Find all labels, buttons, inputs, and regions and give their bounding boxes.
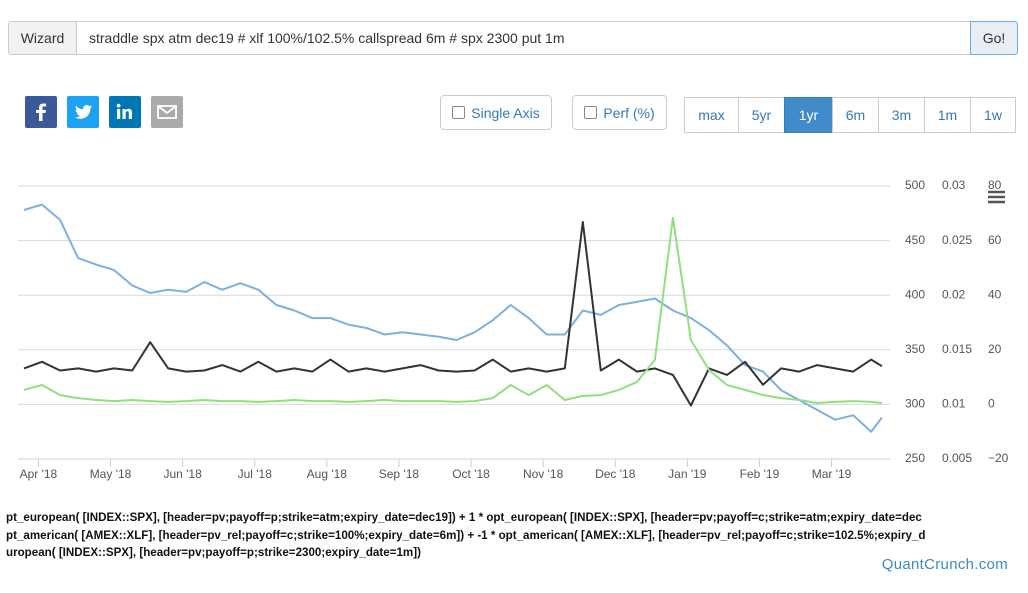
y-tick-label: 60 — [988, 233, 1002, 247]
y-tick-label: 0.03 — [942, 178, 966, 192]
y-tick-label: 40 — [988, 287, 1002, 301]
x-tick-label: Sep '18 — [379, 467, 420, 481]
glyph — [36, 103, 47, 121]
x-tick-label: Dec '18 — [595, 467, 636, 481]
range-button[interactable]: max — [684, 97, 739, 133]
series-line — [23, 203, 883, 433]
linkedin-button[interactable] — [109, 96, 141, 128]
x-tick-label: May '18 — [90, 467, 132, 481]
wizard-button[interactable]: Wizard — [8, 21, 77, 55]
twitter-button[interactable] — [67, 96, 99, 128]
y-tick-label: 500 — [905, 178, 925, 192]
range-button[interactable]: 1w — [970, 97, 1016, 133]
brand[interactable]: QuantCrunch.com — [881, 556, 1008, 573]
facebook-icon — [36, 103, 47, 121]
email-button[interactable] — [151, 96, 183, 128]
x-tick-label: Feb '19 — [740, 467, 780, 481]
perf-label: Perf (%) — [603, 104, 655, 121]
linkedin-icon — [116, 103, 132, 119]
query-input[interactable]: straddle spx atm dec19 # xlf 100%/102.5%… — [76, 21, 971, 55]
single-axis-toggle[interactable]: Single Axis — [440, 95, 552, 130]
checkbox[interactable] — [584, 106, 598, 119]
single-axis-label: Single Axis — [471, 104, 540, 121]
range-button[interactable]: 1m — [924, 97, 971, 133]
menu-icon[interactable] — [988, 190, 1005, 204]
y-tick-label: 0.025 — [942, 233, 972, 247]
facebook-button[interactable] — [25, 96, 57, 128]
go-button[interactable]: Go! — [970, 21, 1018, 55]
y-tick-label: −20 — [988, 451, 1009, 465]
glyph — [116, 103, 132, 119]
x-tick-label: Jun '18 — [163, 467, 202, 481]
glyph — [75, 104, 92, 119]
x-tick-label: Jan '19 — [668, 467, 707, 481]
range-button[interactable]: 3m — [878, 97, 925, 133]
range-selector: max 5yr 1yr 6m 3m 1m 1w — [684, 97, 1016, 133]
x-tick-label: Jul '18 — [238, 467, 273, 481]
formula-line: pt_american( [AMEX::XLF], [header=pv_rel… — [6, 529, 926, 542]
range-button[interactable]: 5yr — [738, 97, 785, 133]
chart: 5004504003503002500.030.0250.020.0150.01… — [18, 178, 1009, 481]
formula-line: uropean( [INDEX::SPX], [header=pv;payoff… — [6, 546, 421, 559]
email-icon — [157, 105, 177, 119]
formula-line: pt_european( [INDEX::SPX], [header=pv;pa… — [6, 511, 922, 524]
y-tick-label: 0.015 — [942, 342, 972, 356]
y-tick-label: 0.02 — [942, 287, 966, 301]
y-tick-label: 20 — [988, 342, 1002, 356]
y-tick-label: 300 — [905, 397, 925, 411]
y-tick-label: 350 — [905, 342, 925, 356]
y-tick-label: 0.01 — [942, 397, 966, 411]
series-line — [23, 216, 883, 404]
y-tick-label: 250 — [905, 451, 925, 465]
x-tick-label: Aug '18 — [307, 467, 348, 481]
y-tick-label: 450 — [905, 233, 925, 247]
perf-toggle[interactable]: Perf (%) — [572, 95, 667, 130]
x-tick-label: Nov '18 — [523, 467, 564, 481]
y-tick-label: 80 — [988, 178, 1002, 192]
x-tick-label: Mar '19 — [812, 467, 852, 481]
y-tick-label: 0.005 — [942, 451, 972, 465]
glyph — [157, 105, 177, 119]
twitter-icon — [75, 104, 92, 119]
checkbox[interactable] — [452, 106, 466, 119]
x-tick-label: Apr '18 — [20, 467, 58, 481]
y-tick-label: 400 — [905, 287, 925, 301]
series-line — [23, 221, 883, 407]
x-tick-label: Oct '18 — [452, 467, 490, 481]
range-button[interactable]: 1yr — [784, 97, 833, 133]
y-tick-label: 0 — [988, 397, 995, 411]
range-button[interactable]: 6m — [832, 97, 879, 133]
